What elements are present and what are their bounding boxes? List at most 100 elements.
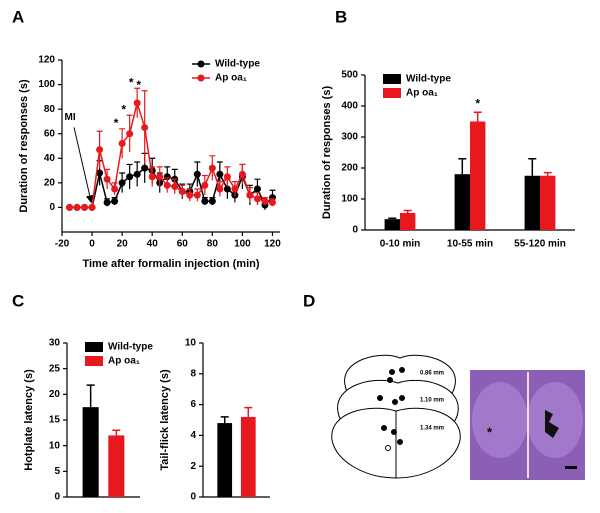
data-point — [126, 173, 134, 181]
data-point — [238, 170, 246, 178]
series-line — [69, 100, 273, 209]
bar — [540, 175, 556, 230]
legend-label: Ap oa₁ — [215, 73, 247, 84]
x-tick-label: 60 — [177, 239, 189, 250]
y-tick-label: 2 — [190, 461, 196, 472]
x-tick-label: 0 — [89, 239, 95, 250]
bar — [470, 121, 486, 230]
y-tick-label: 0 — [190, 492, 196, 503]
x-tick-label: 55-120 min — [514, 239, 566, 250]
y-axis-label: Duration of responses (s) — [321, 86, 333, 220]
data-point — [171, 183, 179, 191]
y-tick-label: 80 — [44, 104, 56, 115]
error-bar — [388, 217, 397, 220]
x-tick-label: 0-10 min — [380, 239, 421, 250]
significance: * — [475, 96, 480, 110]
x-tick-label: 40 — [147, 239, 159, 250]
bar — [108, 435, 125, 497]
legend-label: Wild-type — [215, 59, 260, 70]
y-tick-label: 6 — [190, 399, 196, 410]
significance: * — [129, 75, 134, 89]
x-axis-label: Time after formalin injection (min) — [82, 258, 259, 270]
error-bar — [473, 111, 482, 122]
legend-label: Wild-type — [108, 342, 153, 353]
data-point — [81, 203, 89, 211]
data-point — [133, 170, 141, 178]
data-point — [111, 185, 119, 193]
legend-swatch — [85, 342, 103, 352]
data-point — [66, 203, 74, 211]
data-point — [111, 197, 119, 205]
y-tick-label: 0 — [54, 492, 60, 503]
data-point — [103, 199, 111, 207]
data-point — [148, 173, 156, 181]
data-point — [141, 124, 149, 132]
data-point — [253, 195, 261, 203]
y-tick-label: 20 — [49, 389, 61, 400]
data-point — [126, 130, 134, 138]
data-point — [261, 197, 269, 205]
data-point — [223, 185, 231, 193]
y-tick-label: 25 — [49, 363, 61, 374]
legend-label: Ap oa₁ — [406, 88, 438, 99]
y-tick-label: 30 — [49, 338, 61, 349]
y-tick-label: 0 — [352, 225, 358, 236]
y-tick-label: 8 — [190, 368, 196, 379]
data-point — [118, 140, 126, 148]
error-bar — [403, 209, 412, 213]
legend-marker — [197, 74, 205, 82]
error-bar — [220, 416, 229, 424]
significance: * — [136, 78, 141, 92]
data-point — [193, 191, 201, 199]
y-tick-label: 500 — [341, 70, 358, 81]
data-point — [253, 185, 261, 193]
x-tick-label: 100 — [234, 239, 251, 250]
data-point — [88, 203, 96, 211]
bar — [82, 407, 99, 497]
histology-photo — [470, 370, 585, 480]
panel-label: D — [303, 291, 315, 310]
data-point — [201, 197, 209, 205]
data-point — [246, 191, 254, 199]
bar — [454, 174, 470, 230]
error-bar — [244, 406, 253, 417]
data-point — [96, 146, 104, 154]
error-bar — [528, 157, 537, 176]
data-point — [208, 164, 216, 172]
data-point — [141, 164, 149, 172]
annotation-arrow — [73, 127, 94, 204]
annotation: MI — [65, 112, 76, 123]
error-bar — [86, 384, 95, 408]
data-point — [216, 170, 224, 178]
section-label: 1.10 mm — [420, 398, 444, 404]
error-bar — [543, 171, 552, 176]
data-point — [96, 169, 104, 177]
data-point — [268, 199, 276, 207]
y-tick-label: 5 — [54, 466, 60, 477]
legend-swatch — [383, 88, 401, 98]
error-bar — [458, 157, 467, 175]
y-axis-label: Tail-flick latency (s) — [159, 369, 171, 471]
bar — [384, 219, 400, 230]
legend-swatch — [85, 356, 103, 366]
y-axis-label: Hotplate latency (s) — [23, 369, 35, 471]
data-point — [156, 173, 164, 181]
series-line — [69, 167, 274, 209]
x-tick-label: 80 — [207, 239, 219, 250]
y-tick-label: 100 — [341, 194, 358, 205]
panel-label: B — [335, 7, 347, 26]
y-tick-label: 0 — [49, 202, 55, 213]
bar — [524, 175, 540, 230]
data-point — [133, 99, 141, 107]
y-tick-label: 15 — [49, 415, 61, 426]
bar — [217, 423, 233, 497]
data-point — [178, 187, 186, 195]
legend-swatch — [383, 74, 401, 84]
y-tick-label: 100 — [38, 79, 55, 90]
data-point — [216, 185, 224, 193]
x-tick-label: 10-55 min — [447, 239, 493, 250]
y-tick-label: 120 — [38, 55, 55, 66]
bar — [400, 212, 416, 230]
y-tick-label: 300 — [341, 132, 358, 143]
